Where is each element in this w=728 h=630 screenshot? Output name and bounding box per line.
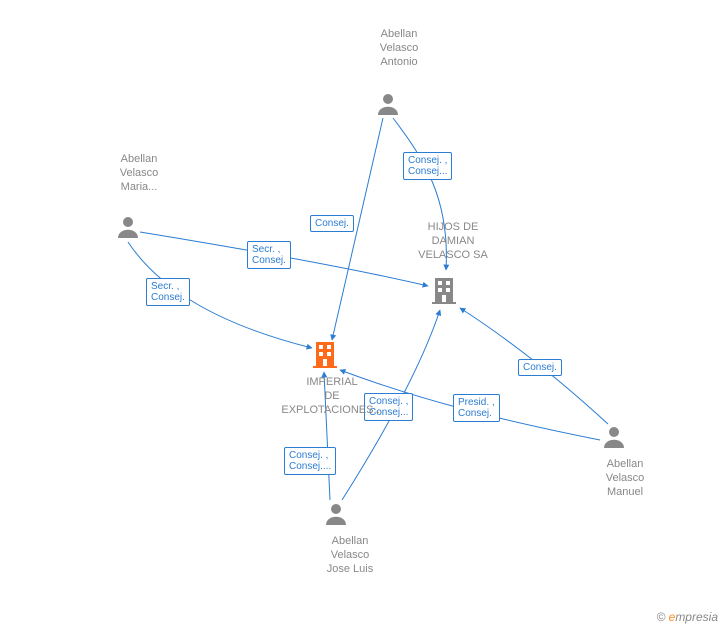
brand-tail: mpresia [675, 610, 718, 624]
building-icon [313, 342, 337, 368]
copyright-symbol: © [656, 610, 665, 624]
edge-label-ant-hij: Consej. ,Consej... [403, 152, 452, 180]
watermark: © empresia [656, 610, 718, 624]
edge-label-jos-imp: Consej. ,Consej.... [284, 447, 336, 475]
edge-label-ant-imp: Consej. [310, 215, 354, 232]
node-label-manuel: AbellanVelascoManuel [595, 458, 655, 499]
building-icon [432, 278, 456, 304]
edge-label-man-hij: Consej. [518, 359, 562, 376]
node-label-hijos: HIJOS DEDAMIANVELASCO SA [408, 221, 498, 262]
person-icon [378, 94, 398, 115]
edge-label-man-imp: Presid. ,Consej. [453, 394, 500, 422]
node-label-imperial: IMPERIALDEEXPLOTACIONES... [267, 376, 397, 417]
node-label-antonio: AbellanVelascoAntonio [369, 28, 429, 69]
person-icon [118, 217, 138, 238]
edge-label-mar-hij: Secr. ,Consej. [247, 241, 291, 269]
person-icon [604, 427, 624, 448]
person-icon [326, 504, 346, 525]
node-label-maria: AbellanVelascoMaria... [109, 153, 169, 194]
node-label-joseluis: AbellanVelascoJose Luis [315, 535, 385, 576]
edge-label-mar-imp: Secr. ,Consej. [146, 278, 190, 306]
